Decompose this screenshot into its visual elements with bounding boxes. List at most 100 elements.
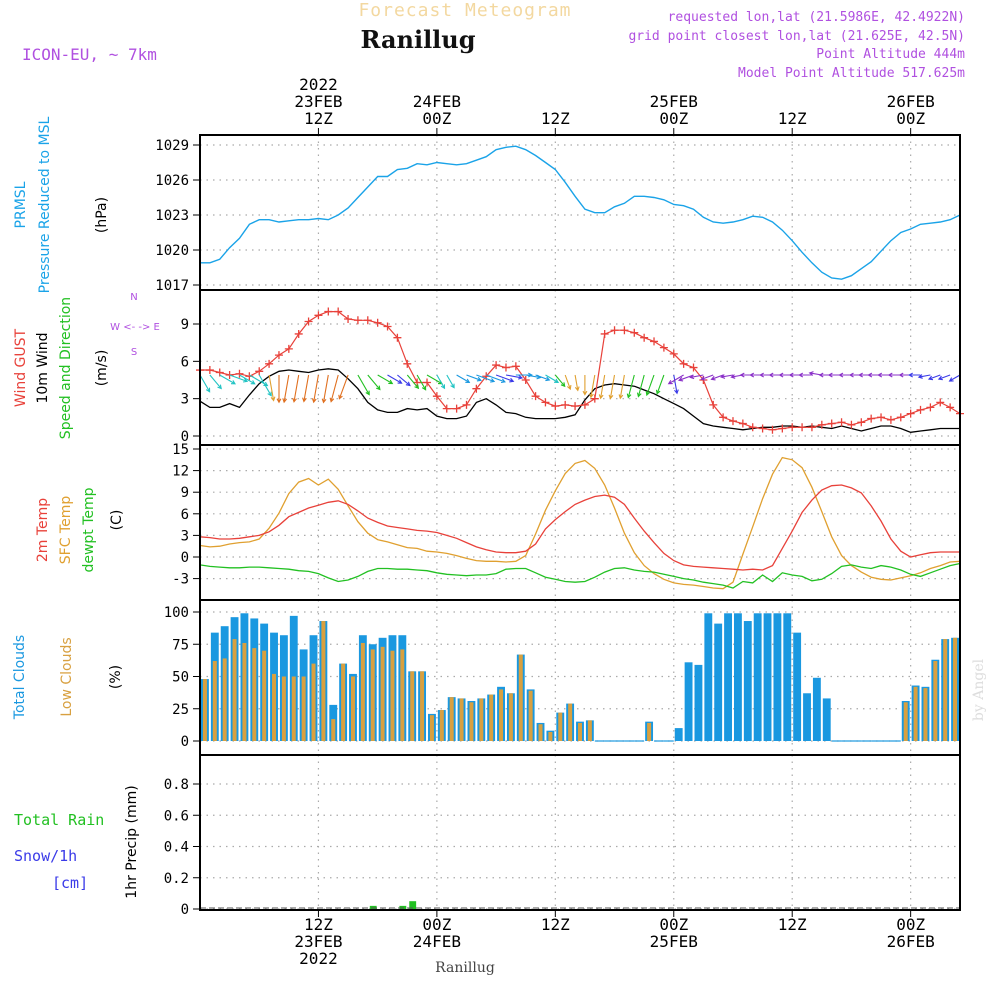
wind-arrow	[673, 374, 679, 395]
wind-label-1: Wind GUST	[13, 328, 29, 407]
precip-label-rain: Total Rain	[14, 811, 104, 829]
bottom-time-label: 00Z	[896, 915, 925, 934]
wind-arrow	[476, 374, 496, 383]
clouds-unit: (%)	[108, 665, 124, 689]
total-cloud-bar	[812, 677, 821, 741]
wind-arrow	[329, 374, 339, 403]
wind-arrow	[515, 372, 533, 378]
low-cloud-bar	[242, 642, 247, 741]
low-cloud-bar	[331, 719, 336, 741]
bottom-time-label: 12Z	[541, 915, 570, 934]
total-cloud-bar	[773, 613, 782, 741]
low-cloud-bar	[341, 663, 346, 741]
gust-marker	[353, 316, 362, 325]
clouds-label-1: Total Clouds	[12, 635, 28, 720]
compass-s: S	[131, 347, 137, 358]
chart-layer: 101710201023102610290369-303691215025507…	[155, 75, 964, 968]
total-cloud-bar	[753, 613, 762, 741]
model-label: ICON-EU, ~ 7km	[22, 45, 157, 64]
gust-marker	[511, 362, 520, 371]
total-cloud-bar	[743, 621, 752, 741]
gust-marker	[640, 333, 649, 342]
wind-arrow	[927, 374, 941, 381]
low-cloud-bar	[202, 679, 207, 741]
wind-arrow	[229, 374, 249, 383]
pressure-ytick-label: 1023	[155, 208, 189, 224]
low-cloud-bar	[489, 694, 494, 741]
precip-label-snow: Snow/1h	[14, 847, 77, 865]
wind-arrow	[239, 374, 256, 385]
top-time-label: 2022	[299, 75, 338, 94]
temp-ytick-label: 9	[181, 485, 189, 501]
temp-label-2: SFC Temp	[58, 496, 74, 565]
low-cloud-bar	[923, 688, 928, 741]
dewpt-line	[199, 562, 961, 589]
temp-label-1: 2m Temp	[35, 498, 51, 562]
gust-marker	[501, 363, 510, 372]
total-cloud-bar	[694, 664, 703, 741]
gust-marker	[837, 418, 846, 427]
low-cloud-bar	[222, 658, 227, 741]
low-cloud-bar	[252, 648, 257, 741]
wind-label-2: 10m Wind	[35, 332, 51, 403]
gust-marker	[235, 369, 244, 378]
gust-marker	[590, 394, 599, 403]
wind-ytick-label: 0	[181, 429, 189, 445]
gust-marker	[284, 344, 293, 353]
bottom-time-label: 26FEB	[887, 932, 935, 951]
pressure-unit: (hPa)	[94, 197, 110, 233]
compass-we: W <- -> E	[110, 322, 160, 333]
wind-arrow	[917, 374, 931, 379]
total-cloud-bar	[704, 613, 713, 741]
top-time-label: 00Z	[659, 109, 688, 128]
gust-marker	[324, 307, 333, 316]
low-cloud-bar	[390, 650, 395, 741]
wind-arrow	[505, 374, 524, 380]
low-cloud-bar	[903, 702, 908, 741]
wind-arrow	[311, 374, 319, 404]
low-cloud-bar	[538, 724, 543, 741]
wind-arrow	[268, 374, 276, 402]
gust-marker	[906, 409, 915, 418]
top-time-label: 00Z	[422, 109, 451, 128]
prmsl-line	[200, 145, 961, 280]
low-cloud-bar	[479, 698, 484, 741]
wind-arrow	[582, 375, 588, 396]
gust-marker	[709, 400, 718, 409]
low-cloud-bar	[291, 676, 296, 741]
temp-panel-frame	[199, 444, 961, 601]
low-cloud-bar	[558, 712, 563, 741]
gust-marker	[205, 366, 214, 375]
wind-arrow	[367, 374, 381, 391]
wind-arrow	[908, 372, 921, 378]
temp-ytick-label: 12	[172, 464, 189, 480]
gust-marker	[679, 359, 688, 368]
top-time-label: 25FEB	[650, 92, 698, 111]
gust-marker	[363, 316, 372, 325]
gust-marker	[521, 376, 530, 384]
wind-arrow	[589, 374, 596, 399]
gust-marker	[383, 322, 392, 331]
precip-ytick-label: 0	[181, 902, 189, 918]
gust-marker	[274, 351, 283, 360]
gust-marker	[403, 359, 412, 368]
wind-arrow	[574, 374, 580, 392]
temp-label-3: dewpt Temp	[81, 487, 97, 572]
top-time-label: 12Z	[304, 109, 333, 128]
rain-bar	[399, 905, 407, 909]
top-time-label: 12Z	[778, 109, 807, 128]
temp-ytick-label: 15	[172, 442, 189, 458]
top-time-label: 24FEB	[413, 92, 461, 111]
gust-marker	[551, 402, 560, 411]
precip-ytick-label: 0.6	[164, 808, 189, 824]
low-cloud-bar	[272, 673, 277, 741]
low-cloud-bar	[953, 637, 958, 741]
top-time-label: 23FEB	[294, 92, 342, 111]
gust-marker	[393, 333, 402, 342]
wind-arrow	[710, 374, 724, 381]
low-cloud-bar	[499, 689, 504, 741]
precip-label-cm: [cm]	[52, 874, 88, 892]
low-cloud-bar	[360, 642, 365, 741]
wind-arrow	[608, 374, 616, 400]
